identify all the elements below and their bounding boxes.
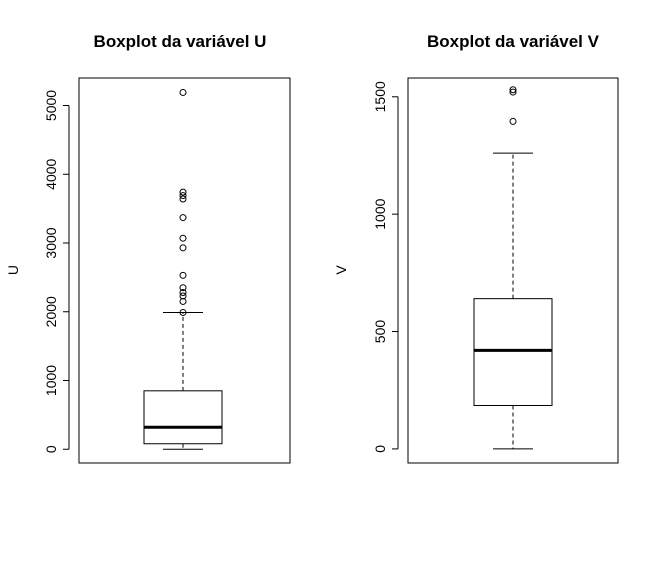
- y-tick-label-u: 0: [43, 445, 59, 453]
- y-tick-label-v: 0: [372, 445, 388, 453]
- panel-u: Boxplot da variável U U 0 1000 2000 3000 400…: [5, 32, 291, 464]
- outlier-point-u: [179, 188, 187, 196]
- y-ticks-u: 0 1000 2000 3000 4000 5000: [43, 90, 69, 453]
- outlier-point-u: [179, 214, 187, 222]
- chart-title-v: Boxplot da variável V: [427, 32, 600, 51]
- outlier-point-u: [179, 289, 187, 296]
- boxplot-u: [143, 311, 223, 450]
- outlier-point-v: [509, 88, 517, 96]
- y-tick-label-u: 3000: [43, 227, 59, 258]
- iqr-box-v: [473, 298, 553, 406]
- y-axis-label-v: V: [333, 265, 349, 275]
- outlier-point-u: [179, 284, 187, 292]
- y-tick-label-v: 500: [372, 320, 388, 344]
- y-tick-label-v: 1000: [372, 198, 388, 229]
- y-tick-label-u: 1000: [43, 365, 59, 396]
- chart-title-u: Boxplot da variável U: [94, 32, 267, 51]
- y-tick-label-v: 1500: [372, 81, 388, 112]
- panel-v: Boxplot da variável V V 0 500 1000 1500: [333, 32, 619, 464]
- y-ticks-v: 0 500 1000 1500: [372, 81, 398, 453]
- iqr-box-u: [143, 390, 223, 445]
- outlier-point-u: [179, 271, 187, 279]
- outlier-point-u: [179, 308, 187, 316]
- y-axis-label-u: U: [5, 265, 21, 275]
- outlier-point-u: [179, 88, 187, 96]
- y-tick-label-u: 2000: [43, 296, 59, 327]
- outlier-point-u: [179, 234, 187, 242]
- boxplot-v: [473, 152, 553, 450]
- outlier-point-v: [509, 86, 517, 94]
- y-tick-label-u: 4000: [43, 158, 59, 189]
- outlier-point-u: [179, 195, 187, 203]
- outliers-u: [179, 88, 187, 316]
- outlier-point-u: [179, 244, 187, 252]
- outlier-point-v: [509, 117, 517, 125]
- plot-frame-v: [407, 77, 619, 464]
- y-tick-label-u: 5000: [43, 90, 59, 121]
- outlier-point-u: [179, 192, 187, 200]
- plot-frame-u: [78, 77, 291, 464]
- outliers-v: [509, 86, 517, 125]
- outlier-point-u: [179, 292, 187, 300]
